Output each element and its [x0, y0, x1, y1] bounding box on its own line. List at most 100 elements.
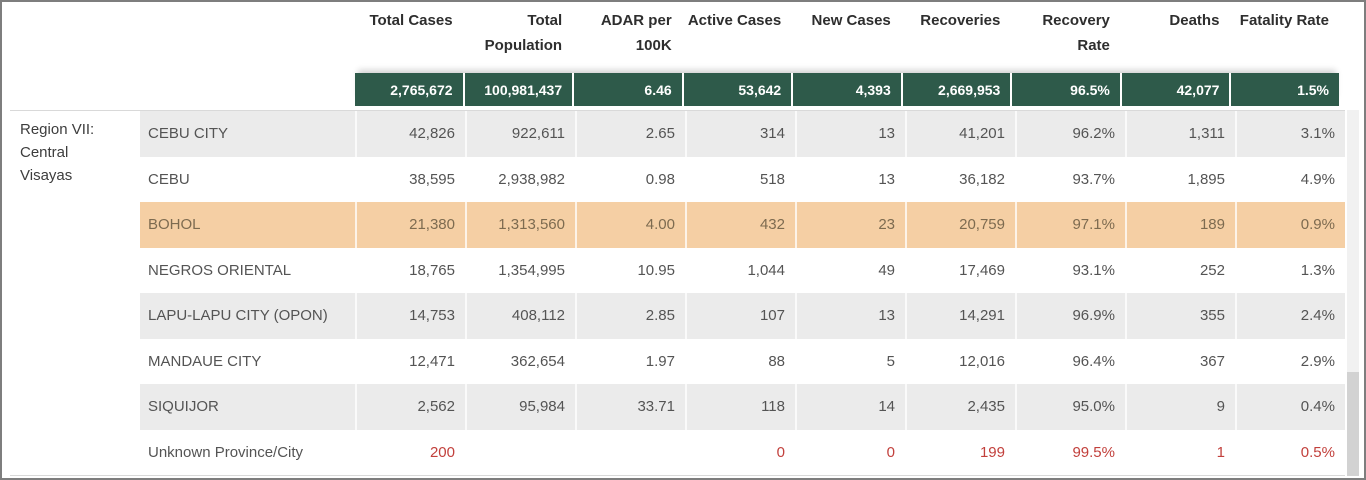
value-cell[interactable]: 0 — [685, 429, 795, 475]
province-cell[interactable]: CEBU CITY — [140, 111, 355, 157]
value-cell[interactable]: 49 — [795, 247, 905, 293]
column-header-fatality-rate[interactable]: Fatality Rate — [1239, 12, 1329, 29]
value-cell[interactable]: 2.65 — [575, 111, 685, 157]
value-cell[interactable]: 13 — [795, 111, 905, 157]
province-cell[interactable]: BOHOL — [140, 202, 355, 248]
value-cell[interactable]: 20,759 — [905, 202, 1015, 248]
value-cell[interactable]: 12,016 — [905, 338, 1015, 384]
value-cell[interactable]: 314 — [685, 111, 795, 157]
column-header-new-cases[interactable]: New Cases — [811, 12, 891, 29]
total-cell[interactable]: 100,981,437 — [464, 73, 573, 106]
province-cell[interactable]: CEBU — [140, 156, 355, 202]
province-cell[interactable]: NEGROS ORIENTAL — [140, 247, 355, 293]
value-cell[interactable]: 95,984 — [465, 384, 575, 430]
value-cell[interactable]: 518 — [685, 156, 795, 202]
value-cell[interactable]: 1,895 — [1125, 156, 1235, 202]
value-cell[interactable]: 17,469 — [905, 247, 1015, 293]
value-cell[interactable]: 0.98 — [575, 156, 685, 202]
value-cell[interactable]: 1.3% — [1235, 247, 1345, 293]
value-cell[interactable]: 0.5% — [1235, 429, 1345, 475]
value-cell[interactable]: 9 — [1125, 384, 1235, 430]
vertical-scrollbar-thumb[interactable] — [1347, 372, 1359, 476]
value-cell[interactable]: 4.00 — [575, 202, 685, 248]
value-cell[interactable]: 36,182 — [905, 156, 1015, 202]
value-cell[interactable]: 12,471 — [355, 338, 465, 384]
total-cell[interactable]: 42,077 — [1121, 73, 1230, 106]
value-cell[interactable]: 14 — [795, 384, 905, 430]
total-cell[interactable]: 4,393 — [793, 73, 901, 106]
value-cell[interactable]: 14,291 — [905, 293, 1015, 339]
value-cell[interactable]: 13 — [795, 293, 905, 339]
region-row-label[interactable]: Region VII: Central Visayas — [20, 121, 95, 184]
value-cell[interactable]: 432 — [685, 202, 795, 248]
value-cell[interactable]: 96.9% — [1015, 293, 1125, 339]
value-cell[interactable]: 99.5% — [1015, 429, 1125, 475]
value-cell[interactable]: 362,654 — [465, 338, 575, 384]
value-cell[interactable]: 2,435 — [905, 384, 1015, 430]
value-cell[interactable]: 1,044 — [685, 247, 795, 293]
province-cell[interactable]: SIQUIJOR — [140, 384, 355, 430]
column-header-deaths[interactable]: Deaths — [1169, 12, 1220, 29]
value-cell[interactable]: 42,826 — [355, 111, 465, 157]
value-cell[interactable]: 922,611 — [465, 111, 575, 157]
value-cell[interactable]: 88 — [685, 338, 795, 384]
value-cell[interactable]: 118 — [685, 384, 795, 430]
value-cell[interactable]: 2.4% — [1235, 293, 1345, 339]
value-cell[interactable]: 41,201 — [905, 111, 1015, 157]
total-cell[interactable]: 6.46 — [574, 73, 682, 106]
value-cell[interactable]: 2.9% — [1235, 338, 1345, 384]
value-cell[interactable]: 0.9% — [1235, 202, 1345, 248]
column-header-adar-per-100k[interactable]: ADAR per 100K — [600, 12, 672, 54]
column-header-total-cases[interactable]: Total Cases — [369, 12, 453, 29]
value-cell[interactable]: 1 — [1125, 429, 1235, 475]
value-cell[interactable]: 0.4% — [1235, 384, 1345, 430]
value-cell[interactable]: 3.1% — [1235, 111, 1345, 157]
value-cell[interactable]: 1.97 — [575, 338, 685, 384]
column-header-active-cases[interactable]: Active Cases — [687, 12, 782, 29]
value-cell[interactable]: 367 — [1125, 338, 1235, 384]
value-cell[interactable]: 18,765 — [355, 247, 465, 293]
value-cell[interactable]: 1,354,995 — [465, 247, 575, 293]
value-cell[interactable]: 13 — [795, 156, 905, 202]
value-cell[interactable]: 4.9% — [1235, 156, 1345, 202]
value-cell[interactable]: 38,595 — [355, 156, 465, 202]
value-cell[interactable]: 2,562 — [355, 384, 465, 430]
value-cell[interactable]: 189 — [1125, 202, 1235, 248]
value-cell[interactable]: 252 — [1125, 247, 1235, 293]
value-cell[interactable]: 14,753 — [355, 293, 465, 339]
total-cell[interactable]: 96.5% — [1012, 73, 1120, 106]
column-header-recovery-rate[interactable]: Recovery Rate — [1042, 12, 1110, 54]
value-cell[interactable]: 5 — [795, 338, 905, 384]
value-cell[interactable]: 1,313,560 — [465, 202, 575, 248]
total-cell[interactable]: 2,669,953 — [902, 73, 1011, 106]
value-cell[interactable]: 200 — [355, 429, 465, 475]
province-cell[interactable]: MANDAUE CITY — [140, 338, 355, 384]
total-cell[interactable]: 53,642 — [683, 73, 792, 106]
total-cell[interactable]: 2,765,672 — [355, 73, 463, 106]
value-cell[interactable]: 23 — [795, 202, 905, 248]
value-cell[interactable]: 107 — [685, 293, 795, 339]
value-cell[interactable]: 97.1% — [1015, 202, 1125, 248]
value-cell[interactable]: 355 — [1125, 293, 1235, 339]
value-cell[interactable] — [575, 429, 685, 475]
column-header-recoveries[interactable]: Recoveries — [920, 12, 1001, 29]
value-cell[interactable]: 408,112 — [465, 293, 575, 339]
vertical-scrollbar-track[interactable] — [1347, 110, 1359, 476]
column-header-total-population[interactable]: Total Population — [484, 12, 563, 54]
value-cell[interactable]: 96.4% — [1015, 338, 1125, 384]
value-cell[interactable] — [465, 429, 575, 475]
value-cell[interactable]: 95.0% — [1015, 384, 1125, 430]
province-cell[interactable]: Unknown Province/City — [140, 429, 355, 475]
province-cell[interactable]: LAPU-LAPU CITY (OPON) — [140, 293, 355, 339]
value-cell[interactable]: 1,311 — [1125, 111, 1235, 157]
value-cell[interactable]: 96.2% — [1015, 111, 1125, 157]
value-cell[interactable]: 2,938,982 — [465, 156, 575, 202]
value-cell[interactable]: 21,380 — [355, 202, 465, 248]
value-cell[interactable]: 199 — [905, 429, 1015, 475]
total-cell[interactable]: 1.5% — [1231, 73, 1339, 106]
value-cell[interactable]: 93.7% — [1015, 156, 1125, 202]
value-cell[interactable]: 2.85 — [575, 293, 685, 339]
value-cell[interactable]: 0 — [795, 429, 905, 475]
value-cell[interactable]: 10.95 — [575, 247, 685, 293]
value-cell[interactable]: 33.71 — [575, 384, 685, 430]
